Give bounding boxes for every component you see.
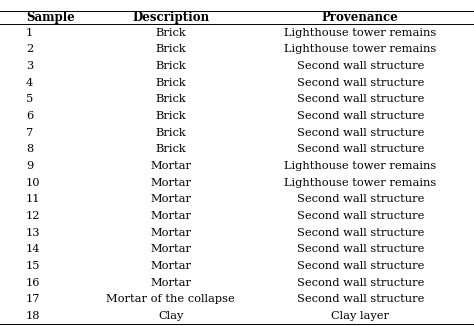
Text: 3: 3 xyxy=(26,61,33,71)
Text: Second wall structure: Second wall structure xyxy=(297,261,424,271)
Text: 18: 18 xyxy=(26,311,41,321)
Text: 15: 15 xyxy=(26,261,41,271)
Text: 7: 7 xyxy=(26,128,33,138)
Text: 2: 2 xyxy=(26,44,33,54)
Text: Lighthouse tower remains: Lighthouse tower remains xyxy=(284,161,437,171)
Text: Second wall structure: Second wall structure xyxy=(297,244,424,254)
Text: Second wall structure: Second wall structure xyxy=(297,95,424,104)
Text: Brick: Brick xyxy=(155,95,186,104)
Text: Second wall structure: Second wall structure xyxy=(297,211,424,221)
Text: 14: 14 xyxy=(26,244,41,254)
Text: Brick: Brick xyxy=(155,78,186,88)
Text: Second wall structure: Second wall structure xyxy=(297,78,424,88)
Text: Clay: Clay xyxy=(158,311,183,321)
Text: Second wall structure: Second wall structure xyxy=(297,278,424,288)
Text: 1: 1 xyxy=(26,28,33,38)
Text: Mortar: Mortar xyxy=(150,278,191,288)
Text: 4: 4 xyxy=(26,78,33,88)
Text: 10: 10 xyxy=(26,178,41,188)
Text: Second wall structure: Second wall structure xyxy=(297,294,424,304)
Text: Mortar: Mortar xyxy=(150,244,191,254)
Text: Lighthouse tower remains: Lighthouse tower remains xyxy=(284,178,437,188)
Text: 12: 12 xyxy=(26,211,41,221)
Text: Description: Description xyxy=(132,11,209,24)
Text: Mortar: Mortar xyxy=(150,178,191,188)
Text: Mortar of the collapse: Mortar of the collapse xyxy=(106,294,235,304)
Text: Second wall structure: Second wall structure xyxy=(297,111,424,121)
Text: Second wall structure: Second wall structure xyxy=(297,61,424,71)
Text: Provenance: Provenance xyxy=(322,11,399,24)
Text: 8: 8 xyxy=(26,144,33,155)
Text: Second wall structure: Second wall structure xyxy=(297,144,424,155)
Text: Brick: Brick xyxy=(155,44,186,54)
Text: 13: 13 xyxy=(26,228,41,238)
Text: 17: 17 xyxy=(26,294,41,304)
Text: Second wall structure: Second wall structure xyxy=(297,228,424,238)
Text: 16: 16 xyxy=(26,278,41,288)
Text: Brick: Brick xyxy=(155,111,186,121)
Text: Brick: Brick xyxy=(155,61,186,71)
Text: Mortar: Mortar xyxy=(150,228,191,238)
Text: Mortar: Mortar xyxy=(150,261,191,271)
Text: Second wall structure: Second wall structure xyxy=(297,194,424,204)
Text: Mortar: Mortar xyxy=(150,194,191,204)
Text: 11: 11 xyxy=(26,194,41,204)
Text: Second wall structure: Second wall structure xyxy=(297,128,424,138)
Text: Mortar: Mortar xyxy=(150,161,191,171)
Text: Lighthouse tower remains: Lighthouse tower remains xyxy=(284,44,437,54)
Text: 6: 6 xyxy=(26,111,33,121)
Text: Clay layer: Clay layer xyxy=(331,311,389,321)
Text: Brick: Brick xyxy=(155,128,186,138)
Text: 5: 5 xyxy=(26,95,33,104)
Text: Brick: Brick xyxy=(155,28,186,38)
Text: Brick: Brick xyxy=(155,144,186,155)
Text: Lighthouse tower remains: Lighthouse tower remains xyxy=(284,28,437,38)
Text: 9: 9 xyxy=(26,161,33,171)
Text: Mortar: Mortar xyxy=(150,211,191,221)
Text: Sample: Sample xyxy=(26,11,75,24)
